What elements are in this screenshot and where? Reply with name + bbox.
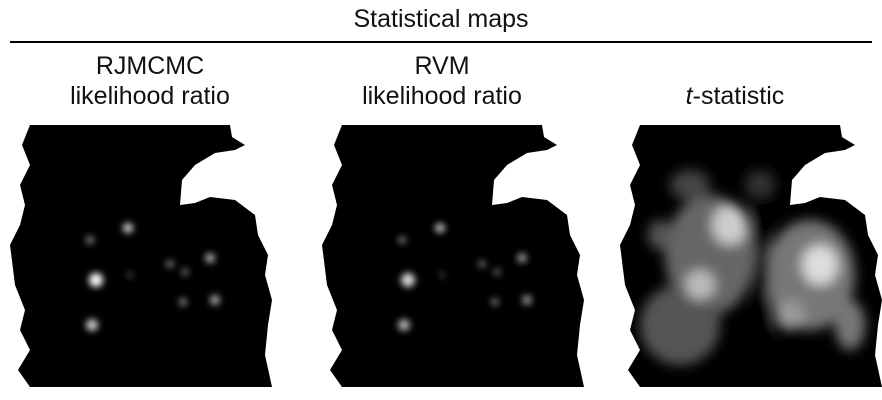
figure: Statistical maps RJMCMC likelihood ratio…	[0, 0, 882, 400]
panel-label: likelihood ratio	[70, 82, 230, 110]
rvm-map	[322, 125, 584, 387]
panel-label: RJMCMC	[96, 52, 204, 80]
rjmcmc-map	[10, 125, 272, 387]
panel-label: RVM	[414, 52, 469, 80]
figure-title: Statistical maps	[353, 5, 528, 33]
panel-label-rest: -statistic	[693, 82, 785, 110]
t-statistic-map	[620, 125, 882, 387]
panel-label: likelihood ratio	[362, 82, 522, 110]
panel-label: t-statistic	[686, 82, 785, 110]
